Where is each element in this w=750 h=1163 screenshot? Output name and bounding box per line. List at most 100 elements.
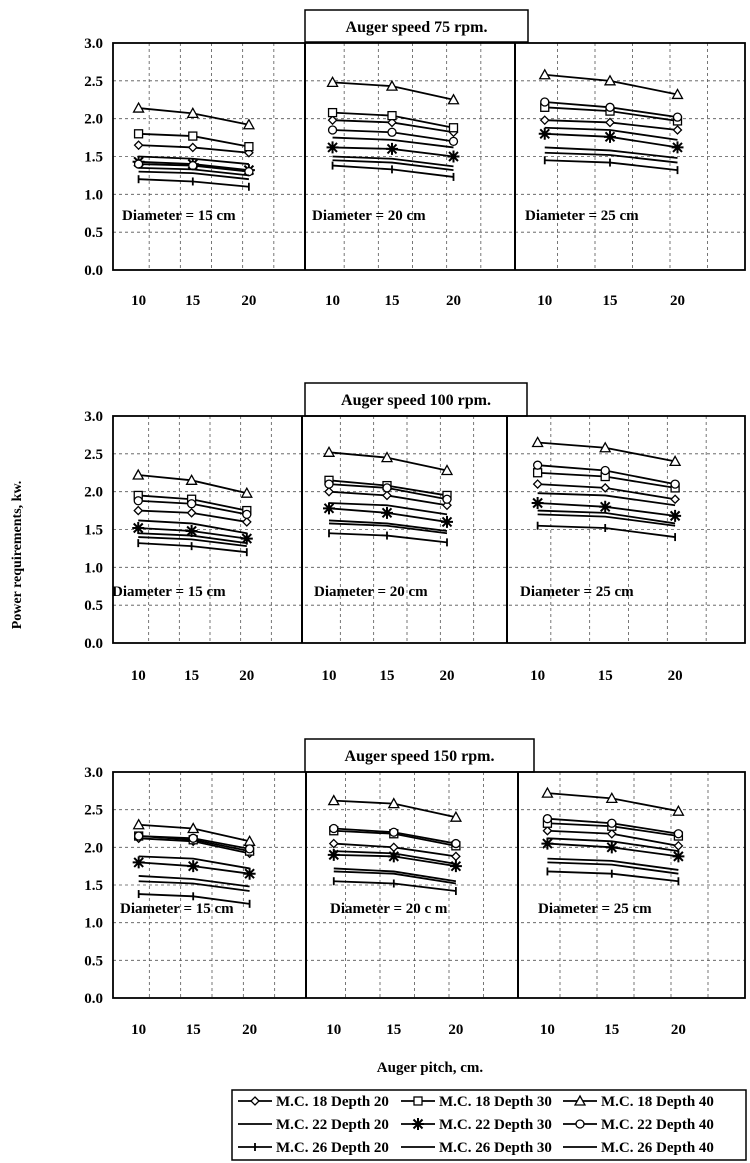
grid — [113, 43, 745, 270]
x-tick-label: 20 — [671, 1022, 686, 1038]
series-line-8 — [537, 513, 676, 527]
x-tick-label: 10 — [131, 1022, 146, 1038]
legend-marker — [413, 1096, 423, 1106]
data-point — [448, 136, 459, 147]
data-point — [673, 829, 684, 839]
legend-marker — [250, 1096, 260, 1106]
panel-1-2: Diameter = 25 cm 10 15 20 — [520, 436, 683, 684]
legend-marker — [412, 1118, 424, 1130]
data-point — [187, 822, 200, 834]
y-tick-label: 2.5 — [84, 447, 103, 463]
series-line-7 — [138, 166, 249, 177]
data-point — [242, 509, 252, 520]
grid — [113, 772, 745, 998]
grid — [113, 416, 745, 643]
x-tick-label: 20 — [670, 293, 685, 309]
series-line-7 — [544, 146, 678, 159]
chart-block-1: Auger speed 100 rpm. 0.0 0.5 1.0 1.5 2.0 2.5 3.… — [84, 382, 746, 684]
series-line-3 — [537, 492, 676, 507]
panel-1-0: Diameter = 15 cm 10 15 20 — [112, 468, 254, 684]
data-point — [188, 833, 198, 843]
panel-label: Diameter = 25 cm — [520, 584, 634, 600]
data-point — [327, 107, 338, 118]
data-point — [244, 844, 255, 854]
data-point — [671, 88, 684, 100]
x-tick-label: 15 — [380, 668, 395, 684]
data-point — [447, 93, 460, 105]
data-point — [605, 792, 618, 804]
y-tick-label: 1.5 — [84, 878, 103, 894]
data-point — [389, 827, 399, 837]
legend: M.C. 18 Depth 20 M.C. 18 Depth 30 M.C. 18 … — [231, 1089, 747, 1161]
data-point — [542, 825, 553, 836]
series-line-7 — [138, 875, 250, 888]
data-point — [538, 68, 551, 80]
y-axis-label: Power requirements, kw. — [10, 481, 25, 630]
series-line-8 — [547, 861, 679, 875]
data-point — [382, 490, 392, 501]
data-point — [327, 115, 338, 126]
x-tick-label: 10 — [131, 293, 146, 309]
data-point — [600, 465, 610, 476]
legend-label: M.C. 18 Depth 40 — [601, 1094, 714, 1110]
data-point — [532, 468, 543, 478]
data-point — [133, 505, 144, 516]
x-tick-label: 15 — [603, 293, 618, 309]
series-line-7 — [138, 532, 247, 545]
legend-label: M.C. 22 Depth 30 — [439, 1117, 552, 1133]
x-tick-label: 20 — [668, 668, 683, 684]
data-point — [668, 455, 682, 467]
data-point — [441, 515, 453, 528]
legend-label: M.C. 26 Depth 40 — [601, 1140, 714, 1156]
x-tick-label: 10 — [131, 668, 146, 684]
x-tick-label: 15 — [598, 668, 613, 684]
data-point — [134, 831, 144, 841]
series-line-3 — [138, 519, 247, 535]
series-line-7 — [328, 519, 448, 532]
x-tick-label: 15 — [185, 293, 200, 309]
series-line-7 — [547, 857, 679, 871]
chart-title: Auger speed 75 rpm. — [346, 19, 488, 36]
data-point — [672, 804, 685, 816]
data-point — [605, 841, 618, 854]
panel-2-0: Diameter = 15 cm 10 15 20 — [120, 818, 257, 1038]
x-tick-label: 10 — [530, 668, 545, 684]
x-tick-label: 10 — [325, 293, 340, 309]
series-line-8 — [138, 880, 250, 892]
data-point — [132, 468, 145, 480]
data-point — [185, 473, 198, 485]
data-point — [241, 517, 252, 527]
data-point — [532, 479, 543, 490]
series-line-8 — [328, 522, 448, 535]
panel-0-1: Diameter = 20 cm 10 15 20 — [312, 76, 461, 309]
x-tick-label: 10 — [540, 1022, 555, 1038]
series-line-6 — [328, 532, 448, 544]
y-tick-label: 0.5 — [84, 598, 103, 614]
panel-0-0: Diameter = 15 cm 10 15 20 — [122, 101, 256, 309]
series-line-7 — [333, 867, 457, 883]
legend-marker — [575, 1119, 585, 1129]
data-point — [133, 496, 143, 506]
panel-label: Diameter = 20 c m — [330, 901, 448, 917]
data-point — [188, 131, 198, 141]
panel-label: Diameter = 20 cm — [314, 584, 428, 600]
legend-label: M.C. 26 Depth 30 — [439, 1140, 552, 1156]
y-tick-label: 1.0 — [84, 916, 103, 932]
data-point — [328, 838, 339, 849]
series-line-8 — [138, 536, 247, 548]
data-point — [672, 112, 683, 122]
data-point — [531, 436, 544, 448]
x-tick-label: 15 — [186, 1022, 201, 1038]
data-point — [240, 532, 253, 545]
legend-label: M.C. 18 Depth 20 — [276, 1094, 389, 1110]
series-line-3 — [328, 502, 448, 516]
panel-label: Diameter = 15 cm — [120, 901, 234, 917]
series-line-6 — [544, 159, 678, 172]
series-line-7 — [332, 155, 454, 168]
data-point — [387, 110, 397, 121]
data-point — [672, 125, 683, 135]
data-point — [541, 786, 554, 798]
data-point — [532, 460, 543, 470]
data-point — [324, 486, 334, 497]
panel-label: Diameter = 15 cm — [122, 208, 236, 224]
